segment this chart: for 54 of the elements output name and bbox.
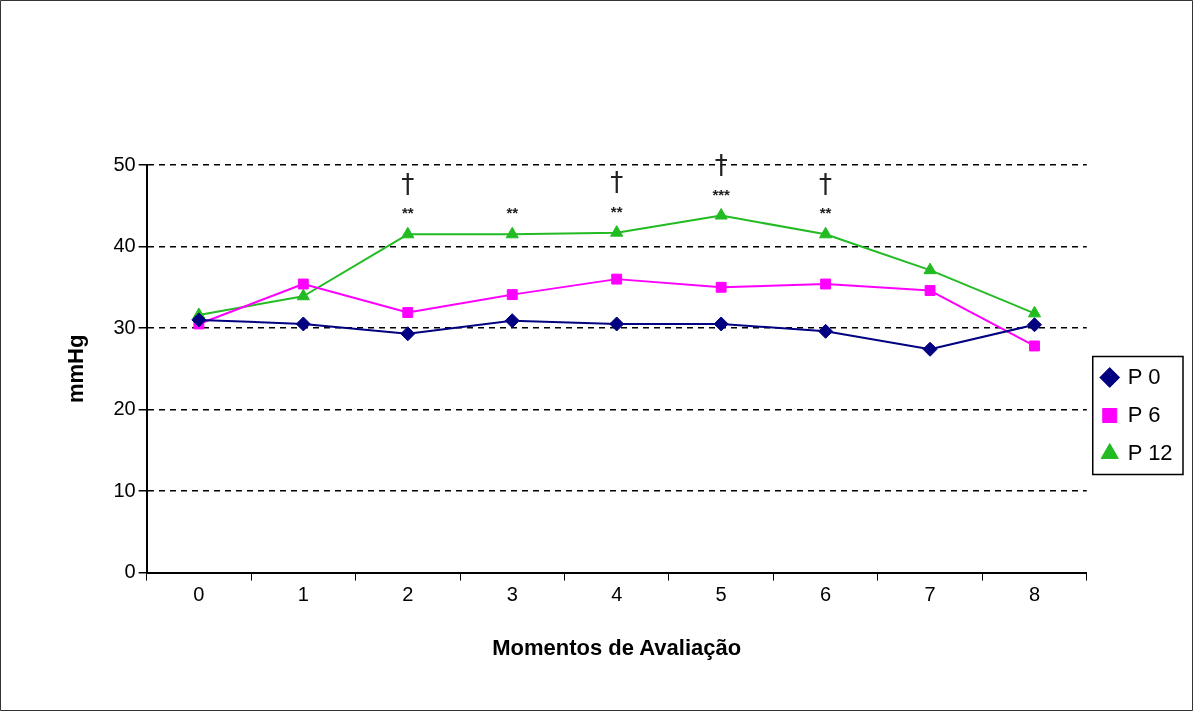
x-tick-label: 4	[611, 583, 623, 606]
annotation: †	[610, 167, 624, 198]
annotation: **	[401, 204, 414, 222]
annotation: **	[610, 202, 623, 220]
point	[923, 262, 937, 275]
point	[1027, 305, 1042, 318]
point	[610, 225, 624, 237]
annotation: †	[401, 169, 415, 200]
point	[191, 312, 207, 328]
point	[1027, 317, 1043, 333]
point	[506, 289, 518, 301]
x-axis-title: Momentos de Avaliação	[492, 634, 742, 660]
y-tick-label: 0	[124, 560, 136, 583]
point	[714, 208, 728, 220]
point	[505, 226, 519, 239]
point	[611, 273, 623, 285]
x-tick-label: 8	[1028, 583, 1041, 606]
legend-label: P 0	[1127, 363, 1161, 389]
annotation: **	[819, 204, 832, 222]
x-tick-label: 7	[924, 583, 936, 606]
point	[922, 341, 938, 357]
annotation: †	[819, 169, 833, 200]
point	[924, 285, 936, 296]
point	[820, 278, 832, 290]
point	[715, 281, 727, 293]
y-tick-label: 30	[113, 315, 136, 338]
x-tick-label: 0	[193, 583, 205, 606]
annotation: †	[714, 150, 728, 181]
point	[400, 326, 416, 342]
x-tick-label: 5	[715, 583, 727, 606]
x-tick-label: 2	[402, 583, 414, 606]
point	[297, 278, 309, 290]
annotation: ***	[712, 185, 731, 203]
x-tick-label: 3	[506, 583, 518, 606]
point	[296, 288, 310, 301]
annotation: **	[506, 204, 519, 222]
y-tick-label: 10	[113, 478, 136, 501]
legend-label: P 12	[1127, 439, 1173, 465]
point	[402, 307, 414, 318]
y-axis-title: mmHg	[63, 334, 89, 404]
point	[609, 316, 625, 332]
point	[295, 316, 311, 332]
point	[819, 226, 833, 239]
x-tick-label: 1	[297, 583, 309, 606]
point	[713, 316, 729, 332]
point	[818, 323, 834, 339]
legend-label: P 6	[1127, 401, 1161, 427]
y-tick-label: 40	[113, 234, 136, 257]
point	[401, 226, 415, 239]
x-tick-label: 6	[820, 583, 832, 606]
point	[504, 313, 520, 329]
point	[1029, 340, 1040, 352]
y-tick-label: 20	[113, 397, 136, 420]
y-tick-label: 50	[113, 152, 136, 175]
